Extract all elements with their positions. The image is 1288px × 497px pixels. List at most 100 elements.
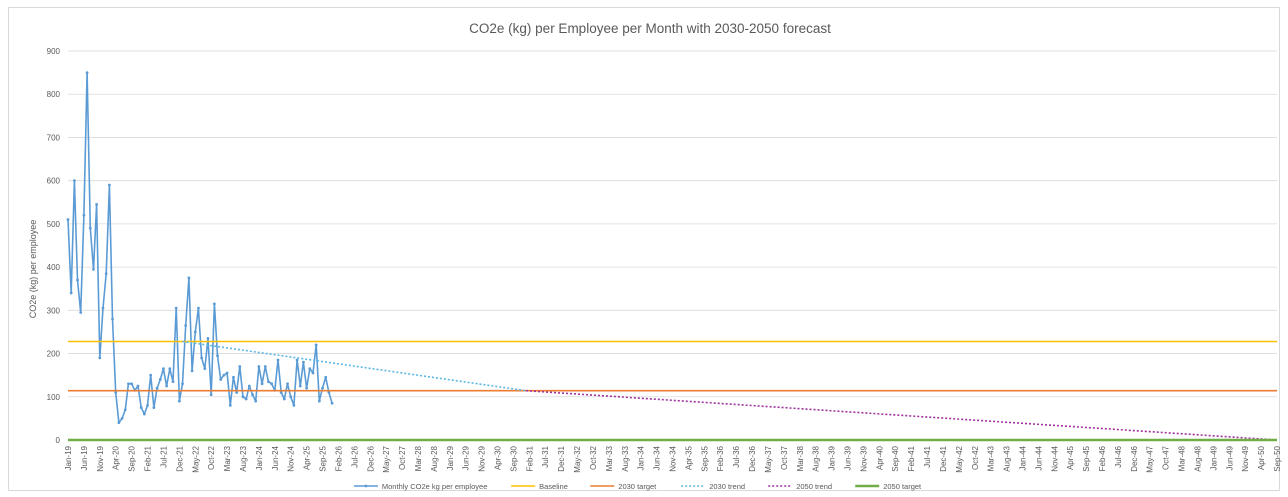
x-tick-label: Apr-20 xyxy=(112,445,121,470)
x-tick-label: Aug-33 xyxy=(621,445,630,471)
data-point xyxy=(203,367,207,371)
x-tick-label: Jul-36 xyxy=(732,445,741,467)
y-tick-label: 900 xyxy=(47,47,61,56)
data-point xyxy=(190,369,194,373)
x-tick-label: Jan-19 xyxy=(64,445,73,470)
data-point xyxy=(200,356,204,360)
data-point xyxy=(88,226,92,230)
x-tick-label: Sep-45 xyxy=(1082,445,1091,471)
data-point xyxy=(82,213,86,217)
x-tick-label: Jul-46 xyxy=(1114,445,1123,467)
legend-label: 2050 trend xyxy=(796,482,832,491)
data-point xyxy=(212,302,216,306)
x-tick-label: May-37 xyxy=(764,445,773,472)
data-point xyxy=(241,395,245,399)
data-point xyxy=(162,367,165,371)
x-tick-label: Feb-36 xyxy=(716,445,725,471)
x-tick-label: Sep-30 xyxy=(509,445,518,471)
y-axis-label: CO2e (kg) per employee xyxy=(28,220,38,319)
data-point xyxy=(66,218,70,221)
data-point xyxy=(117,421,121,425)
data-point xyxy=(171,380,175,384)
x-tick-label: May-47 xyxy=(1146,445,1155,472)
data-point xyxy=(298,384,302,388)
y-tick-label: 100 xyxy=(47,393,61,402)
x-tick-label: Dec-46 xyxy=(1130,445,1139,471)
data-point xyxy=(279,391,283,394)
x-tick-label: Aug-28 xyxy=(430,445,439,471)
x-tick-label: Feb-21 xyxy=(144,445,153,471)
x-tick-label: Jan-24 xyxy=(255,445,264,470)
data-point xyxy=(174,306,178,310)
x-tick-label: Jan-44 xyxy=(1018,445,1027,470)
y-tick-label: 0 xyxy=(56,436,61,445)
x-tick-label: May-42 xyxy=(955,445,964,472)
data-point xyxy=(76,278,79,282)
gridlines xyxy=(68,50,1277,441)
data-point xyxy=(165,384,169,388)
x-tick-label: Aug-38 xyxy=(812,445,821,471)
x-tick-label: Jul-21 xyxy=(159,445,168,467)
data-point xyxy=(149,373,153,377)
x-tick-label: May-22 xyxy=(191,445,200,472)
data-point xyxy=(193,330,197,334)
data-point xyxy=(69,291,73,295)
data-point xyxy=(79,311,83,314)
data-point xyxy=(276,358,280,362)
data-point xyxy=(289,395,293,399)
data-point xyxy=(225,371,229,375)
legend-item-2050-trend: 2050 trend xyxy=(768,482,832,491)
x-tick-label: Sep-25 xyxy=(319,445,328,471)
data-point xyxy=(181,382,184,386)
legend-label: 2050 target xyxy=(883,482,922,491)
data-point xyxy=(314,343,318,347)
x-tick-label: Nov-49 xyxy=(1241,445,1250,471)
data-point xyxy=(257,365,261,368)
data-point xyxy=(219,378,223,381)
x-tick-label: Feb-31 xyxy=(525,445,534,471)
x-tick-label: Mar-23 xyxy=(223,445,232,471)
x-tick-label: Apr-25 xyxy=(303,445,312,470)
x-tick-label: Mar-33 xyxy=(605,445,614,471)
x-tick-label: Nov-44 xyxy=(1050,445,1059,471)
data-point xyxy=(302,360,305,364)
x-tick-label: Jan-49 xyxy=(1209,445,1218,470)
x-tick-label: Jul-41 xyxy=(923,445,932,467)
chart-title: CO2e (kg) per Employee per Month with 20… xyxy=(469,21,831,36)
y-tick-label: 500 xyxy=(47,220,61,229)
data-point xyxy=(130,382,134,386)
data-point xyxy=(139,406,143,409)
x-tick-label: Oct-42 xyxy=(971,445,980,470)
data-point xyxy=(111,317,114,321)
data-point xyxy=(251,393,254,397)
data-point xyxy=(155,386,159,390)
x-tick-label: Oct-37 xyxy=(780,445,789,470)
x-tick-label: Sep-35 xyxy=(700,445,709,471)
x-tick-label: Nov-29 xyxy=(478,445,487,471)
data-point xyxy=(123,408,127,412)
data-point xyxy=(168,367,172,371)
y-tick-labels: 0 100 200 300 400 500 600 700 800 900 xyxy=(47,47,61,445)
x-tick-label: Feb-41 xyxy=(907,445,916,471)
x-tick-label: Apr-35 xyxy=(684,445,693,470)
data-point xyxy=(197,306,200,310)
data-point xyxy=(282,397,286,401)
x-tick-label: Dec-26 xyxy=(366,445,375,471)
legend-item-baseline: Baseline xyxy=(511,482,568,491)
x-tick-label: Jun-34 xyxy=(653,445,662,470)
data-point xyxy=(286,382,289,386)
x-tick-label: Jul-31 xyxy=(541,445,550,467)
x-tick-label: Apr-40 xyxy=(875,445,884,470)
x-tick-label: Feb-26 xyxy=(334,445,343,471)
y-tick-label: 400 xyxy=(47,263,61,272)
data-point xyxy=(127,382,130,386)
series-monthly-co2e-kg-per-employee xyxy=(67,71,333,424)
legend-label: 2030 target xyxy=(618,482,657,491)
x-tick-label: May-32 xyxy=(573,445,582,472)
data-point xyxy=(107,183,111,187)
chart-frame xyxy=(8,7,1280,491)
data-point xyxy=(324,375,328,379)
x-tick-label: Jun-49 xyxy=(1225,445,1234,470)
x-tick-label: Mar-43 xyxy=(987,445,996,471)
x-tick-label: Apr-45 xyxy=(1066,445,1075,470)
